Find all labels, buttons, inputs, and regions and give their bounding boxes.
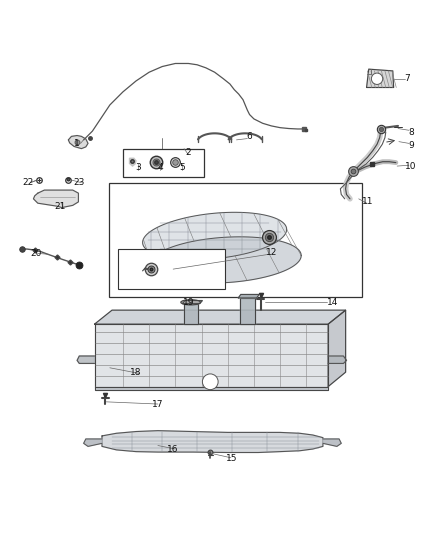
- Bar: [109, 183, 362, 297]
- Text: 20: 20: [31, 249, 42, 258]
- Polygon shape: [182, 301, 202, 304]
- Polygon shape: [328, 310, 346, 386]
- Text: 17: 17: [152, 400, 164, 408]
- Text: 2: 2: [186, 148, 191, 157]
- Polygon shape: [367, 69, 394, 87]
- Polygon shape: [143, 212, 287, 260]
- Text: 8: 8: [408, 127, 414, 136]
- Text: 14: 14: [327, 298, 338, 307]
- Polygon shape: [328, 356, 346, 364]
- Ellipse shape: [181, 300, 201, 305]
- Polygon shape: [95, 310, 346, 324]
- Text: 12: 12: [266, 248, 277, 257]
- Text: 3: 3: [135, 163, 141, 172]
- Polygon shape: [102, 431, 323, 453]
- Text: 5: 5: [179, 163, 185, 172]
- Polygon shape: [33, 190, 78, 207]
- Text: 21: 21: [54, 202, 65, 211]
- Polygon shape: [68, 135, 88, 149]
- Text: 7: 7: [404, 74, 410, 83]
- Bar: [118, 249, 225, 289]
- Circle shape: [202, 374, 218, 390]
- Polygon shape: [95, 324, 328, 386]
- Polygon shape: [323, 439, 341, 446]
- Text: 23: 23: [74, 178, 85, 187]
- Polygon shape: [240, 298, 255, 324]
- Text: 15: 15: [226, 454, 238, 463]
- Text: 16: 16: [167, 445, 179, 454]
- Text: 6: 6: [247, 132, 252, 141]
- Polygon shape: [95, 386, 328, 390]
- Polygon shape: [238, 294, 259, 298]
- Polygon shape: [184, 304, 198, 324]
- Text: 4: 4: [157, 163, 163, 172]
- Polygon shape: [77, 356, 95, 364]
- Polygon shape: [130, 158, 136, 166]
- Text: 1: 1: [74, 139, 80, 148]
- Text: 19: 19: [183, 298, 194, 307]
- Text: 10: 10: [405, 163, 417, 172]
- Bar: [123, 149, 204, 177]
- Text: 18: 18: [130, 368, 142, 377]
- Polygon shape: [84, 439, 102, 446]
- Text: 22: 22: [22, 178, 33, 187]
- Text: 11: 11: [362, 197, 373, 206]
- Circle shape: [371, 73, 383, 84]
- Polygon shape: [150, 237, 301, 283]
- Text: 9: 9: [408, 141, 414, 150]
